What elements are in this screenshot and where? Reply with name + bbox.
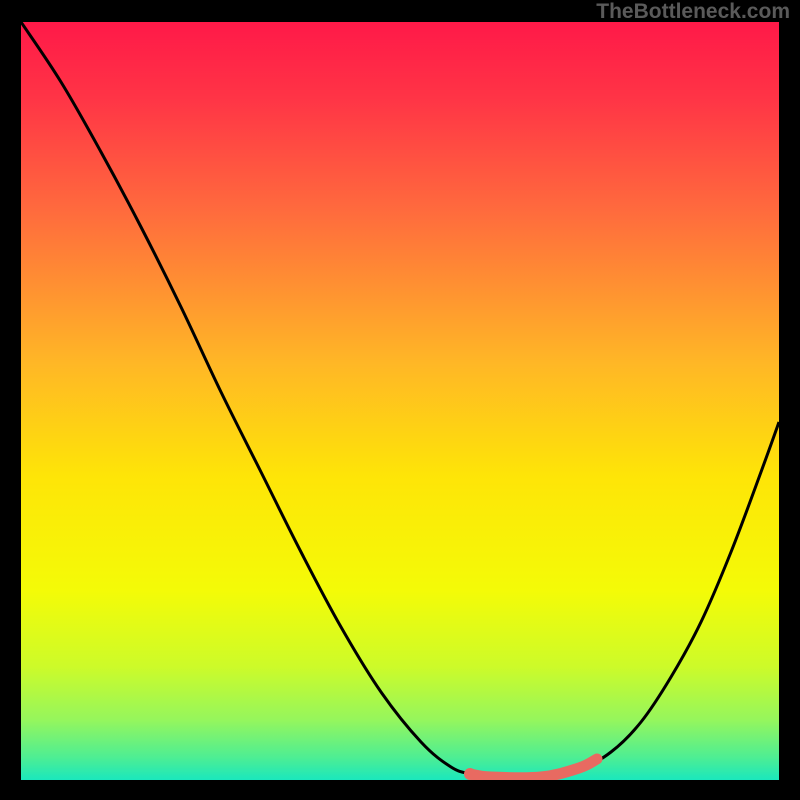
plot-area xyxy=(21,22,779,780)
optimal-range-highlight xyxy=(470,759,597,778)
bottleneck-curve xyxy=(21,22,779,778)
optimal-start-dot xyxy=(464,768,476,780)
chart-container: TheBottleneck.com xyxy=(0,0,800,800)
curve-layer xyxy=(21,22,779,780)
watermark-text: TheBottleneck.com xyxy=(596,0,790,24)
